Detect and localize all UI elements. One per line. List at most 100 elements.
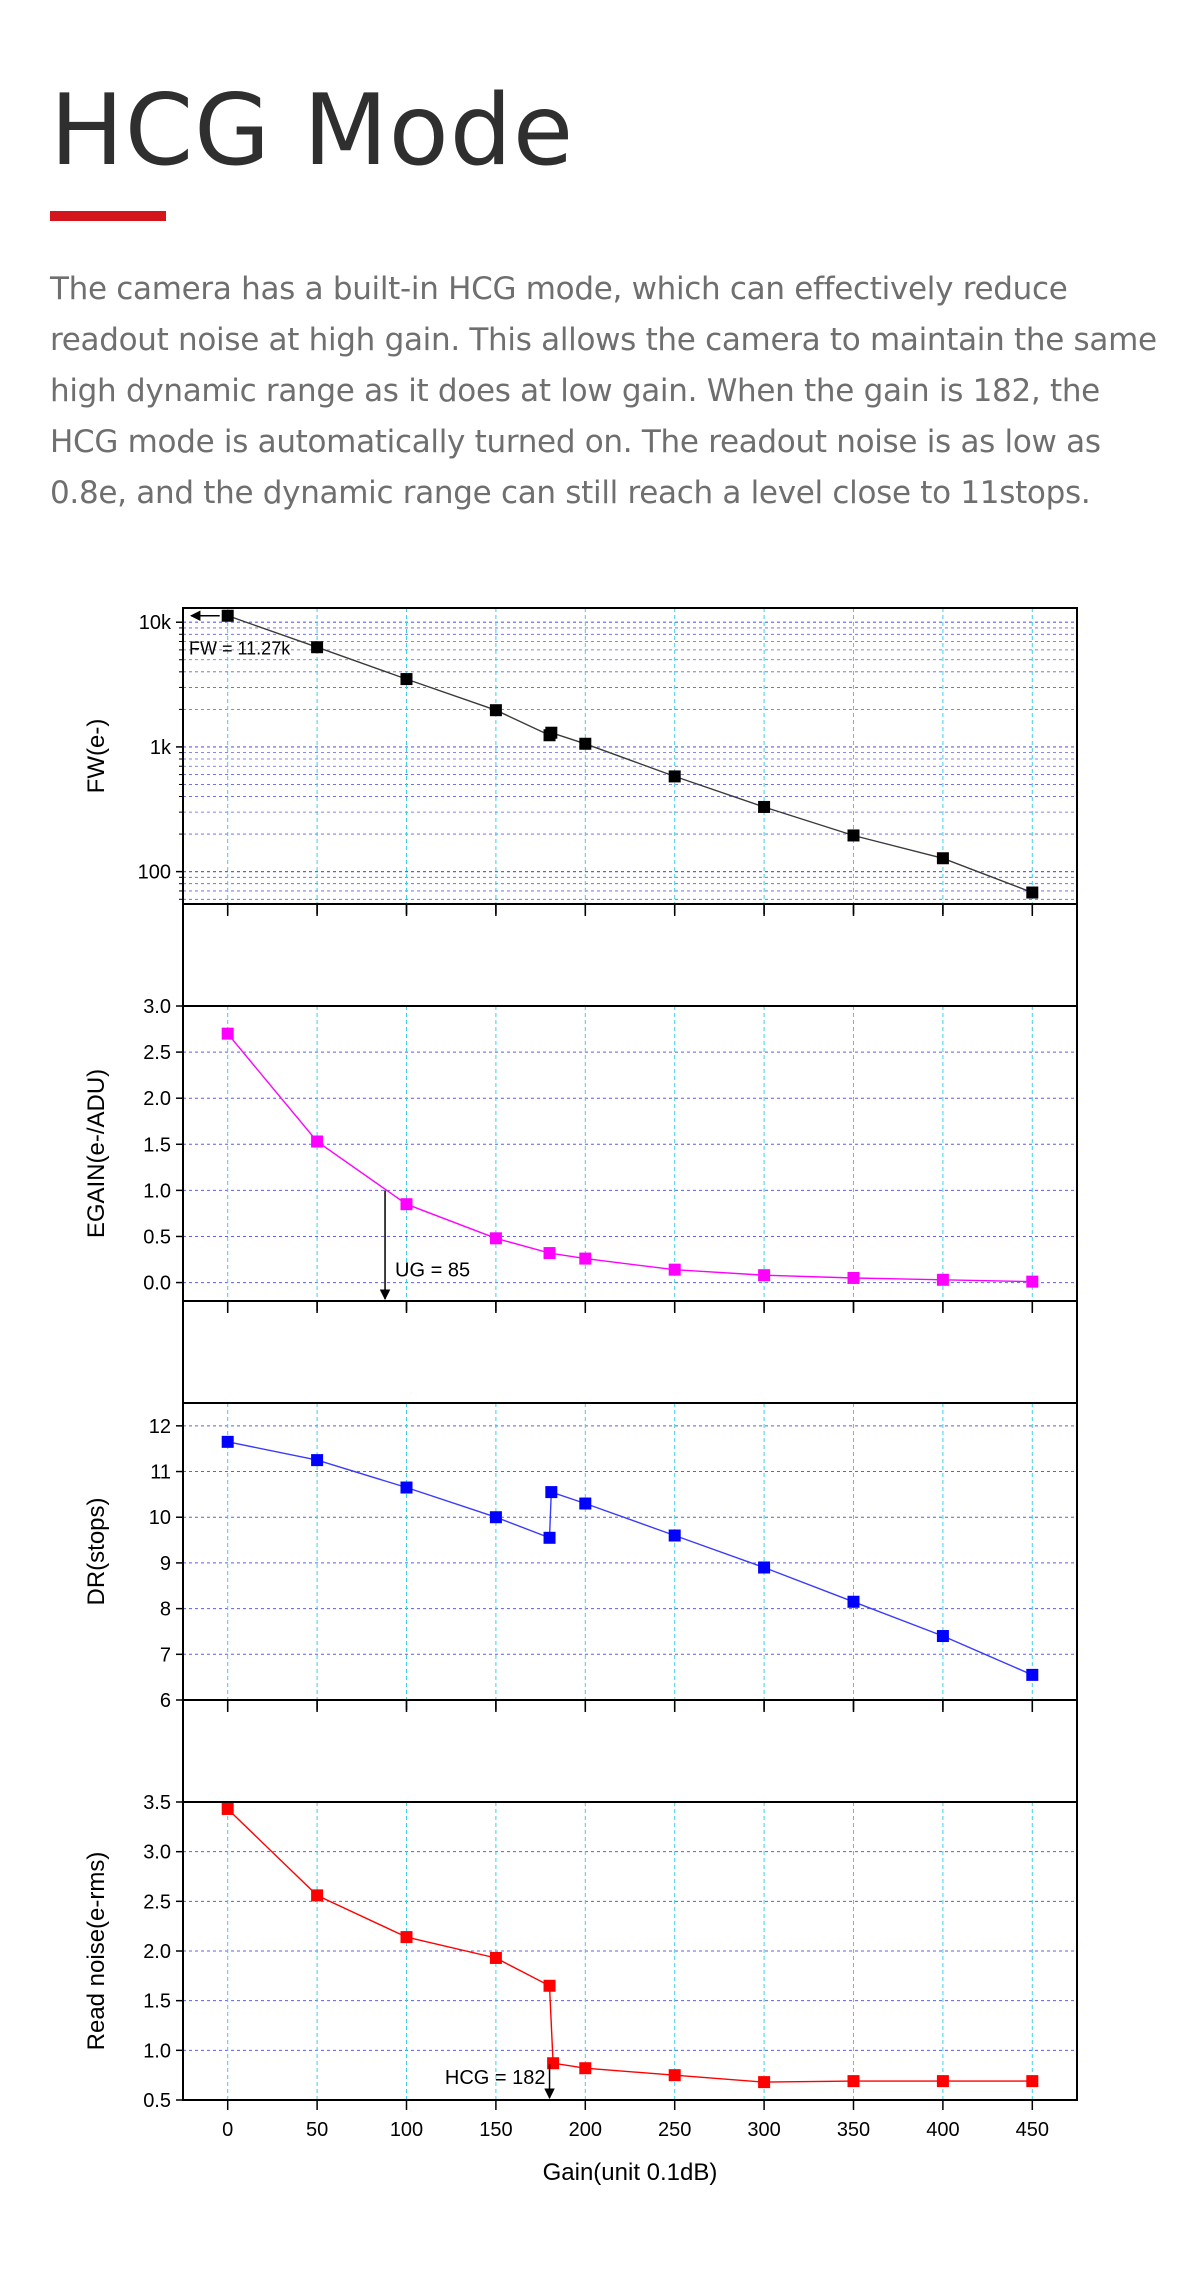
data-point <box>668 1529 681 1542</box>
data-point <box>847 1271 860 1284</box>
annotation-label: HCG = 182 <box>445 2067 546 2089</box>
series-line <box>227 1808 1033 2083</box>
x-tick-label: 0 <box>222 2119 233 2141</box>
y-tick-label: 1.0 <box>143 2040 171 2062</box>
data-point <box>1026 886 1039 899</box>
panel-1: 100 1k 10k FW(e-) FW = 11.27k <box>83 607 1078 914</box>
series-line <box>227 1033 1033 1283</box>
data-point <box>400 1198 413 1211</box>
y-tick-label: 3.0 <box>143 1842 171 1864</box>
y-tick-label: 2.0 <box>143 1088 171 1110</box>
data-point <box>543 1247 556 1260</box>
data-point <box>758 1269 771 1282</box>
y-tick-label: 100 <box>138 862 171 884</box>
data-point <box>758 2076 771 2089</box>
data-point <box>489 704 502 717</box>
x-tick-label: 450 <box>1016 2119 1049 2141</box>
y-tick-label: 1.0 <box>143 1180 171 1202</box>
data-point <box>847 829 860 842</box>
data-point <box>311 1889 324 1902</box>
panel-3: 6 7 8 9 10 11 12 DR(stops) <box>83 1402 1078 1712</box>
data-point <box>221 1435 234 1448</box>
data-point <box>489 1951 502 1964</box>
y-axis-label: EGAIN(e-/ADU) <box>83 1069 110 1238</box>
y-tick-label: 1.5 <box>143 1134 171 1156</box>
data-point <box>936 1630 949 1643</box>
x-tick-label: 250 <box>658 2119 691 2141</box>
y-tick-label: 0.5 <box>143 2090 171 2112</box>
annotation-label: FW = 11.27k <box>189 639 291 659</box>
data-point <box>489 1232 502 1245</box>
x-tick-label: 400 <box>926 2119 959 2141</box>
y-tick-label: 1k <box>150 737 172 759</box>
data-point <box>668 770 681 783</box>
data-point <box>545 1486 558 1499</box>
y-tick-label: 2.0 <box>143 1941 171 1963</box>
x-tick-label: 200 <box>569 2119 602 2141</box>
y-tick-label: 6 <box>160 1690 171 1712</box>
data-point <box>400 1481 413 1494</box>
y-tick-label: 0.0 <box>143 1273 171 1295</box>
data-point <box>1026 1668 1039 1681</box>
data-point <box>1026 2075 1039 2088</box>
intro-paragraph: The camera has a built-in HCG mode, whic… <box>50 271 1157 511</box>
data-point <box>221 1027 234 1040</box>
data-point <box>936 2075 949 2088</box>
plot-frame <box>182 607 1078 905</box>
x-tick-label: 50 <box>306 2119 328 2141</box>
y-tick-label: 2.5 <box>143 1042 171 1064</box>
data-point <box>936 1273 949 1286</box>
data-point <box>311 641 324 654</box>
x-tick-label: 350 <box>837 2119 870 2141</box>
series-line <box>227 615 1033 894</box>
y-axis-label: DR(stops) <box>83 1497 110 1605</box>
data-point <box>221 1802 234 1815</box>
y-tick-label: 8 <box>160 1599 171 1621</box>
x-tick-label: 300 <box>747 2119 780 2141</box>
x-tick-label: 100 <box>390 2119 423 2141</box>
plot-frame <box>182 1402 1078 1701</box>
data-point <box>758 800 771 813</box>
y-axis-label: Read noise(e-rms) <box>83 1852 110 2051</box>
title-accent-bar <box>50 211 166 221</box>
data-point <box>543 1979 556 1992</box>
y-tick-label: 2.5 <box>143 1891 171 1913</box>
y-tick-label: 3.0 <box>143 996 171 1018</box>
data-point <box>668 2069 681 2082</box>
y-tick-label: 11 <box>150 1462 171 1484</box>
data-point <box>400 1931 413 1944</box>
y-tick-label: 10 <box>149 1507 171 1529</box>
data-point <box>221 609 234 622</box>
data-point <box>668 1263 681 1276</box>
panel-2: 0.0 0.5 1.0 1.5 2.0 2.5 3.0 EGAIN(e-/ADU) UG = 8… <box>83 996 1078 1311</box>
y-tick-label: 0.5 <box>143 1226 171 1248</box>
data-point <box>579 1497 592 1510</box>
y-axis-label: FW(e-) <box>83 719 110 794</box>
data-point <box>311 1454 324 1467</box>
data-point <box>847 2075 860 2088</box>
series-line <box>227 1441 1033 1676</box>
x-axis-label: Gain(unit 0.1dB) <box>543 2159 718 2186</box>
y-tick-label: 9 <box>160 1553 171 1575</box>
panel-4: 0.5 1.0 1.5 2.0 2.5 3.0 3.5 Read noise(e-rms) HC… <box>83 1792 1078 2112</box>
data-point <box>579 737 592 750</box>
data-point <box>579 2062 592 2075</box>
data-point <box>543 1531 556 1544</box>
y-tick-label: 10k <box>139 612 172 634</box>
data-point <box>489 1511 502 1524</box>
y-tick-label: 1.5 <box>143 1991 171 2013</box>
data-point <box>1026 1275 1039 1288</box>
data-point <box>936 852 949 865</box>
data-point <box>579 1252 592 1265</box>
annotation-label: UG = 85 <box>395 1260 470 1282</box>
y-tick-label: 3.5 <box>143 1792 171 1814</box>
data-point <box>311 1135 324 1148</box>
data-point <box>847 1595 860 1608</box>
data-point <box>400 673 413 686</box>
data-point <box>545 726 558 739</box>
data-point <box>758 1561 771 1574</box>
x-tick-label: 150 <box>479 2119 512 2141</box>
y-tick-label: 12 <box>149 1416 171 1438</box>
page-title: HCG Mode <box>50 74 575 188</box>
